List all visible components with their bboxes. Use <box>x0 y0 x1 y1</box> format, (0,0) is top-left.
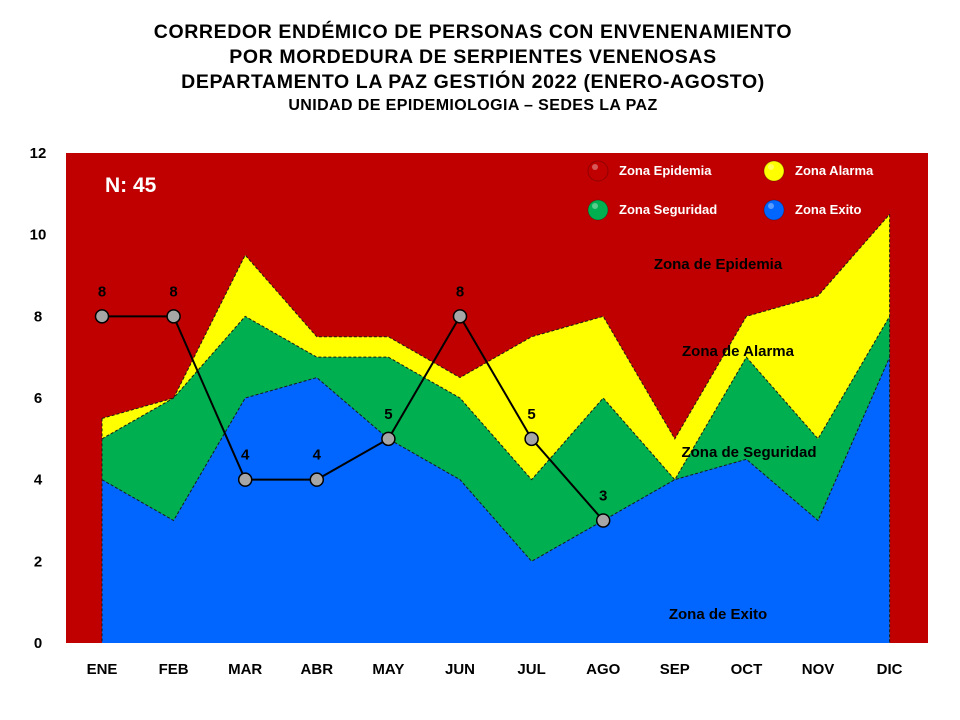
x-tick-label-feb: FEB <box>159 661 189 678</box>
observed-point-ene <box>94 309 110 324</box>
observed-cases-line <box>102 314 604 522</box>
observed-value-label-feb: 8 <box>169 283 177 300</box>
x-tick-label-oct: OCT <box>731 661 763 678</box>
x-tick-label-nov: NOV <box>802 661 835 678</box>
zone-label-seguridad: Zona de Seguridad <box>681 444 816 461</box>
zone-exito-area <box>102 357 890 643</box>
zone-label-alarma: Zona de Alarma <box>682 343 795 360</box>
observed-value-label-may: 5 <box>384 406 392 423</box>
x-tick-label-dic: DIC <box>877 661 903 678</box>
legend-marker-highlight-alarma <box>768 164 774 170</box>
observed-point-ago <box>595 513 611 528</box>
chart-title-block: CORREDOR ENDÉMICO DE PERSONAS CON ENVENE… <box>0 20 946 117</box>
legend-marker-highlight-epidemia <box>592 164 598 170</box>
legend-marker-highlight-exito <box>768 203 774 209</box>
y-tick-label-12: 12 <box>30 145 47 162</box>
chart-title-line-1: CORREDOR ENDÉMICO DE PERSONAS CON ENVENE… <box>153 21 793 43</box>
observed-value-label-abr: 4 <box>313 447 322 464</box>
x-tick-label-mar: MAR <box>228 661 262 678</box>
observed-point-jun <box>452 309 468 324</box>
observed-value-label-jul: 5 <box>527 406 535 423</box>
y-tick-label-4: 4 <box>34 472 43 489</box>
y-tick-label-10: 10 <box>30 227 47 244</box>
x-tick-label-sep: SEP <box>660 661 690 678</box>
x-tick-label-jul: JUL <box>517 661 545 678</box>
observed-point-abr <box>309 472 325 487</box>
x-tick-label-jun: JUN <box>445 661 475 678</box>
observed-point-mar <box>237 472 253 487</box>
observed-value-label-mar: 4 <box>241 447 250 464</box>
zone-label-exito: Zona de Exito <box>669 606 767 623</box>
legend-label-alarma: Zona Alarma <box>795 163 874 178</box>
x-tick-label-ago: AGO <box>586 661 621 678</box>
n-count-label: N: 45 <box>105 174 157 197</box>
legend-label-epidemia: Zona Epidemia <box>619 163 712 178</box>
y-tick-label-2: 2 <box>34 553 42 570</box>
observed-point-jul <box>524 431 539 447</box>
legend-marker-epidemia <box>587 160 609 182</box>
zone-seguridad-boundary <box>101 315 891 481</box>
zone-alarma-boundary <box>101 213 890 440</box>
legend-label-exito: Zona Exito <box>795 202 862 217</box>
legend-marker-highlight-seguridad <box>592 203 598 209</box>
observed-value-label-ene: 8 <box>98 283 106 300</box>
legend-marker-alarma <box>763 160 785 182</box>
observed-point-may <box>381 431 396 447</box>
y-tick-label-6: 6 <box>34 390 42 407</box>
observed-point-feb <box>166 309 181 324</box>
y-tick-label-0: 0 <box>34 635 42 652</box>
zone-label-epidemia: Zona de Epidemia <box>654 256 783 273</box>
y-tick-label-8: 8 <box>34 308 42 325</box>
chart-subtitle: UNIDAD DE EPIDEMIOLOGIA – SEDES LA PAZ <box>288 97 658 114</box>
x-tick-label-may: MAY <box>372 661 404 678</box>
zone-exito-boundary <box>101 356 891 562</box>
chart-title-line-3: DEPARTAMENTO LA PAZ GESTIÓN 2022 (ENERO-… <box>181 71 765 93</box>
x-tick-label-ene: ENE <box>87 661 118 678</box>
observed-value-label-ago: 3 <box>599 488 607 505</box>
legend-label-seguridad: Zona Seguridad <box>619 202 717 217</box>
legend-marker-exito <box>763 199 785 221</box>
chart-title-line-2: POR MORDEDURA DE SERPIENTES VENENOSAS <box>229 46 717 68</box>
x-tick-label-abr: ABR <box>301 661 334 678</box>
legend-marker-seguridad <box>587 199 609 221</box>
observed-value-label-jun: 8 <box>456 283 464 300</box>
